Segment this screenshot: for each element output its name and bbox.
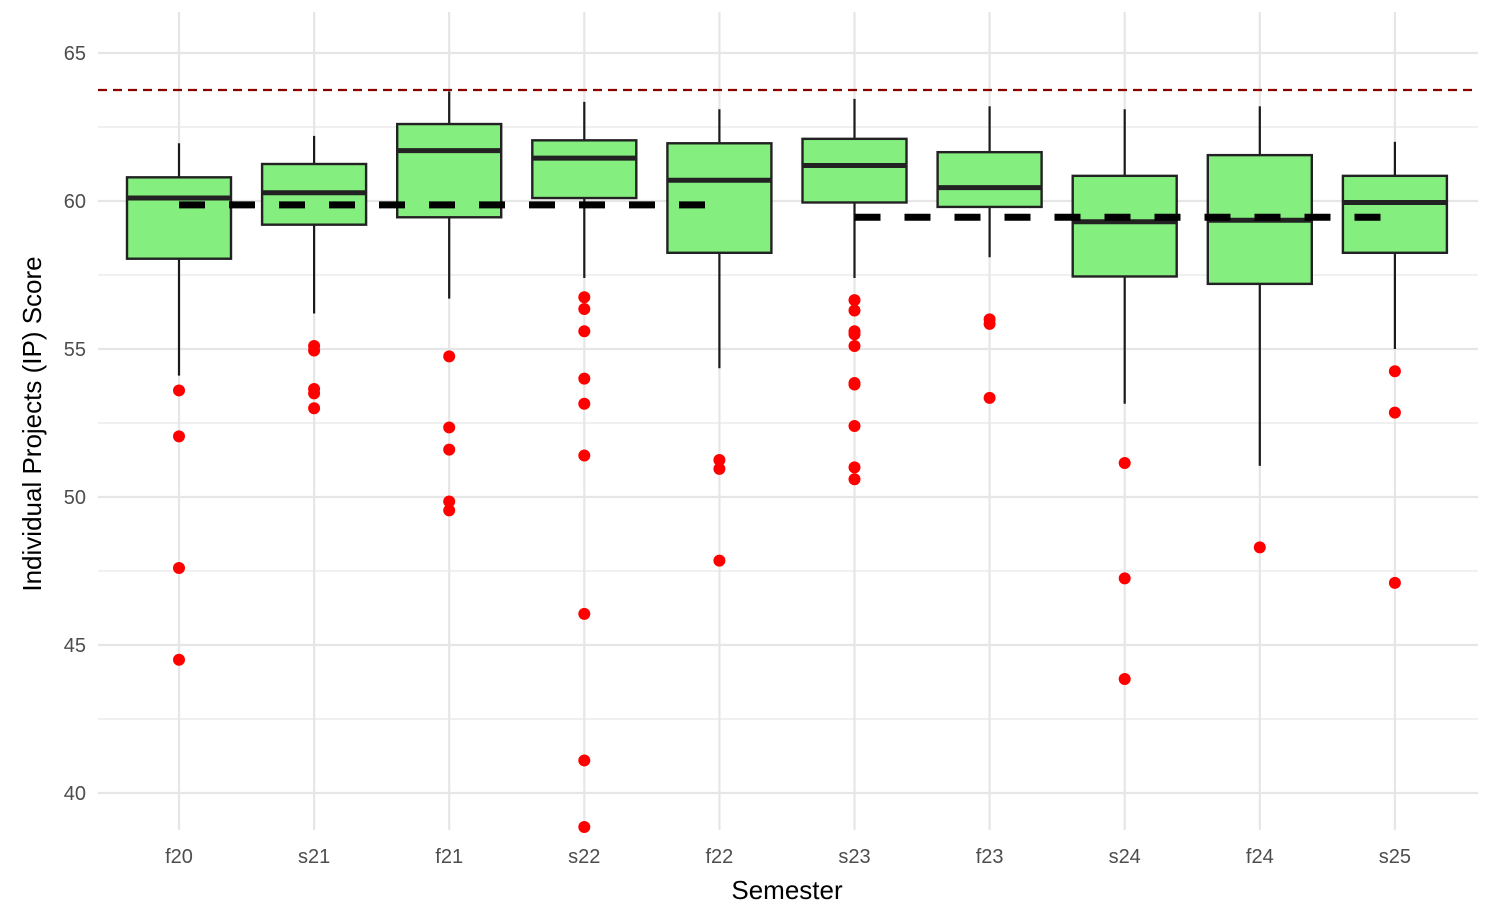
outlier-point: [848, 419, 861, 432]
outlier-point: [578, 303, 591, 316]
outlier-point: [848, 304, 861, 317]
x-tick-label: s21: [298, 846, 330, 868]
outlier-point: [1118, 673, 1131, 686]
y-tick-label: 65: [64, 43, 86, 65]
y-tick-label: 50: [64, 487, 86, 509]
y-axis-title: Individual Projects (IP) Score: [17, 256, 47, 591]
y-tick-label: 40: [64, 783, 86, 805]
x-tick-label: f21: [435, 846, 463, 868]
outlier-point: [173, 430, 185, 443]
outlier-point: [443, 495, 456, 508]
outlier-point: [1388, 365, 1401, 378]
x-axis-title: Semester: [731, 875, 843, 905]
y-tick-label: 55: [64, 339, 86, 361]
outlier-point: [173, 562, 185, 575]
box-s22: [531, 139, 638, 200]
outlier-point: [443, 443, 456, 456]
outlier-layer: [173, 291, 1401, 834]
x-tick-label: f20: [165, 846, 193, 868]
outlier-point: [1118, 456, 1131, 469]
outlier-point: [173, 653, 185, 666]
outlier-point: [1388, 406, 1401, 419]
outlier-point: [848, 461, 861, 474]
x-tick-label: s23: [838, 846, 870, 868]
box-f22: [666, 142, 773, 254]
x-tick-label: s24: [1109, 846, 1141, 868]
outlier-point: [578, 449, 591, 462]
outlier-point: [578, 607, 591, 620]
outlier-point: [578, 397, 591, 410]
outlier-point: [173, 384, 185, 397]
outlier-point: [308, 387, 321, 400]
outlier-point: [578, 372, 591, 385]
outlier-point: [848, 378, 861, 391]
outlier-point: [443, 504, 456, 517]
outlier-point: [578, 754, 591, 767]
outlier-point: [983, 317, 996, 330]
x-tick-label: f23: [976, 846, 1004, 868]
y-tick-label: 60: [64, 191, 86, 213]
outlier-point: [443, 421, 456, 434]
outlier-point: [848, 340, 861, 353]
outlier-point: [848, 473, 861, 486]
outlier-point: [308, 402, 321, 415]
box-s24: [1071, 174, 1178, 278]
box-s23: [801, 137, 908, 204]
outlier-point: [1253, 541, 1266, 554]
box-f23: [936, 150, 1043, 209]
outlier-point: [848, 294, 861, 307]
outlier-point: [443, 350, 456, 363]
outlier-point: [713, 462, 726, 475]
outlier-point: [713, 454, 726, 466]
x-tick-label: f22: [705, 846, 733, 868]
box-layer: [125, 91, 1449, 466]
outlier-point: [1118, 572, 1131, 585]
outlier-point: [578, 821, 591, 834]
outlier-point: [983, 391, 996, 404]
x-tick-label: s22: [568, 846, 600, 868]
outlier-point: [578, 291, 591, 304]
tick-label-layer: 40 45 50 55 60 65 f20 s21 f21 s22 f22 s23 f23 s24 f24 s…: [64, 43, 1411, 868]
y-tick-label: 45: [64, 635, 86, 657]
outlier-point: [308, 344, 321, 357]
segment-mean-layer: [179, 201, 1383, 221]
x-tick-label: f24: [1246, 846, 1274, 868]
outlier-point: [713, 554, 726, 567]
box-f20: [125, 176, 233, 260]
outlier-point: [578, 325, 591, 338]
outlier-point: [848, 328, 861, 341]
x-tick-label: s25: [1379, 846, 1411, 868]
grid-layer: [98, 12, 1478, 830]
outlier-point: [1388, 576, 1401, 589]
